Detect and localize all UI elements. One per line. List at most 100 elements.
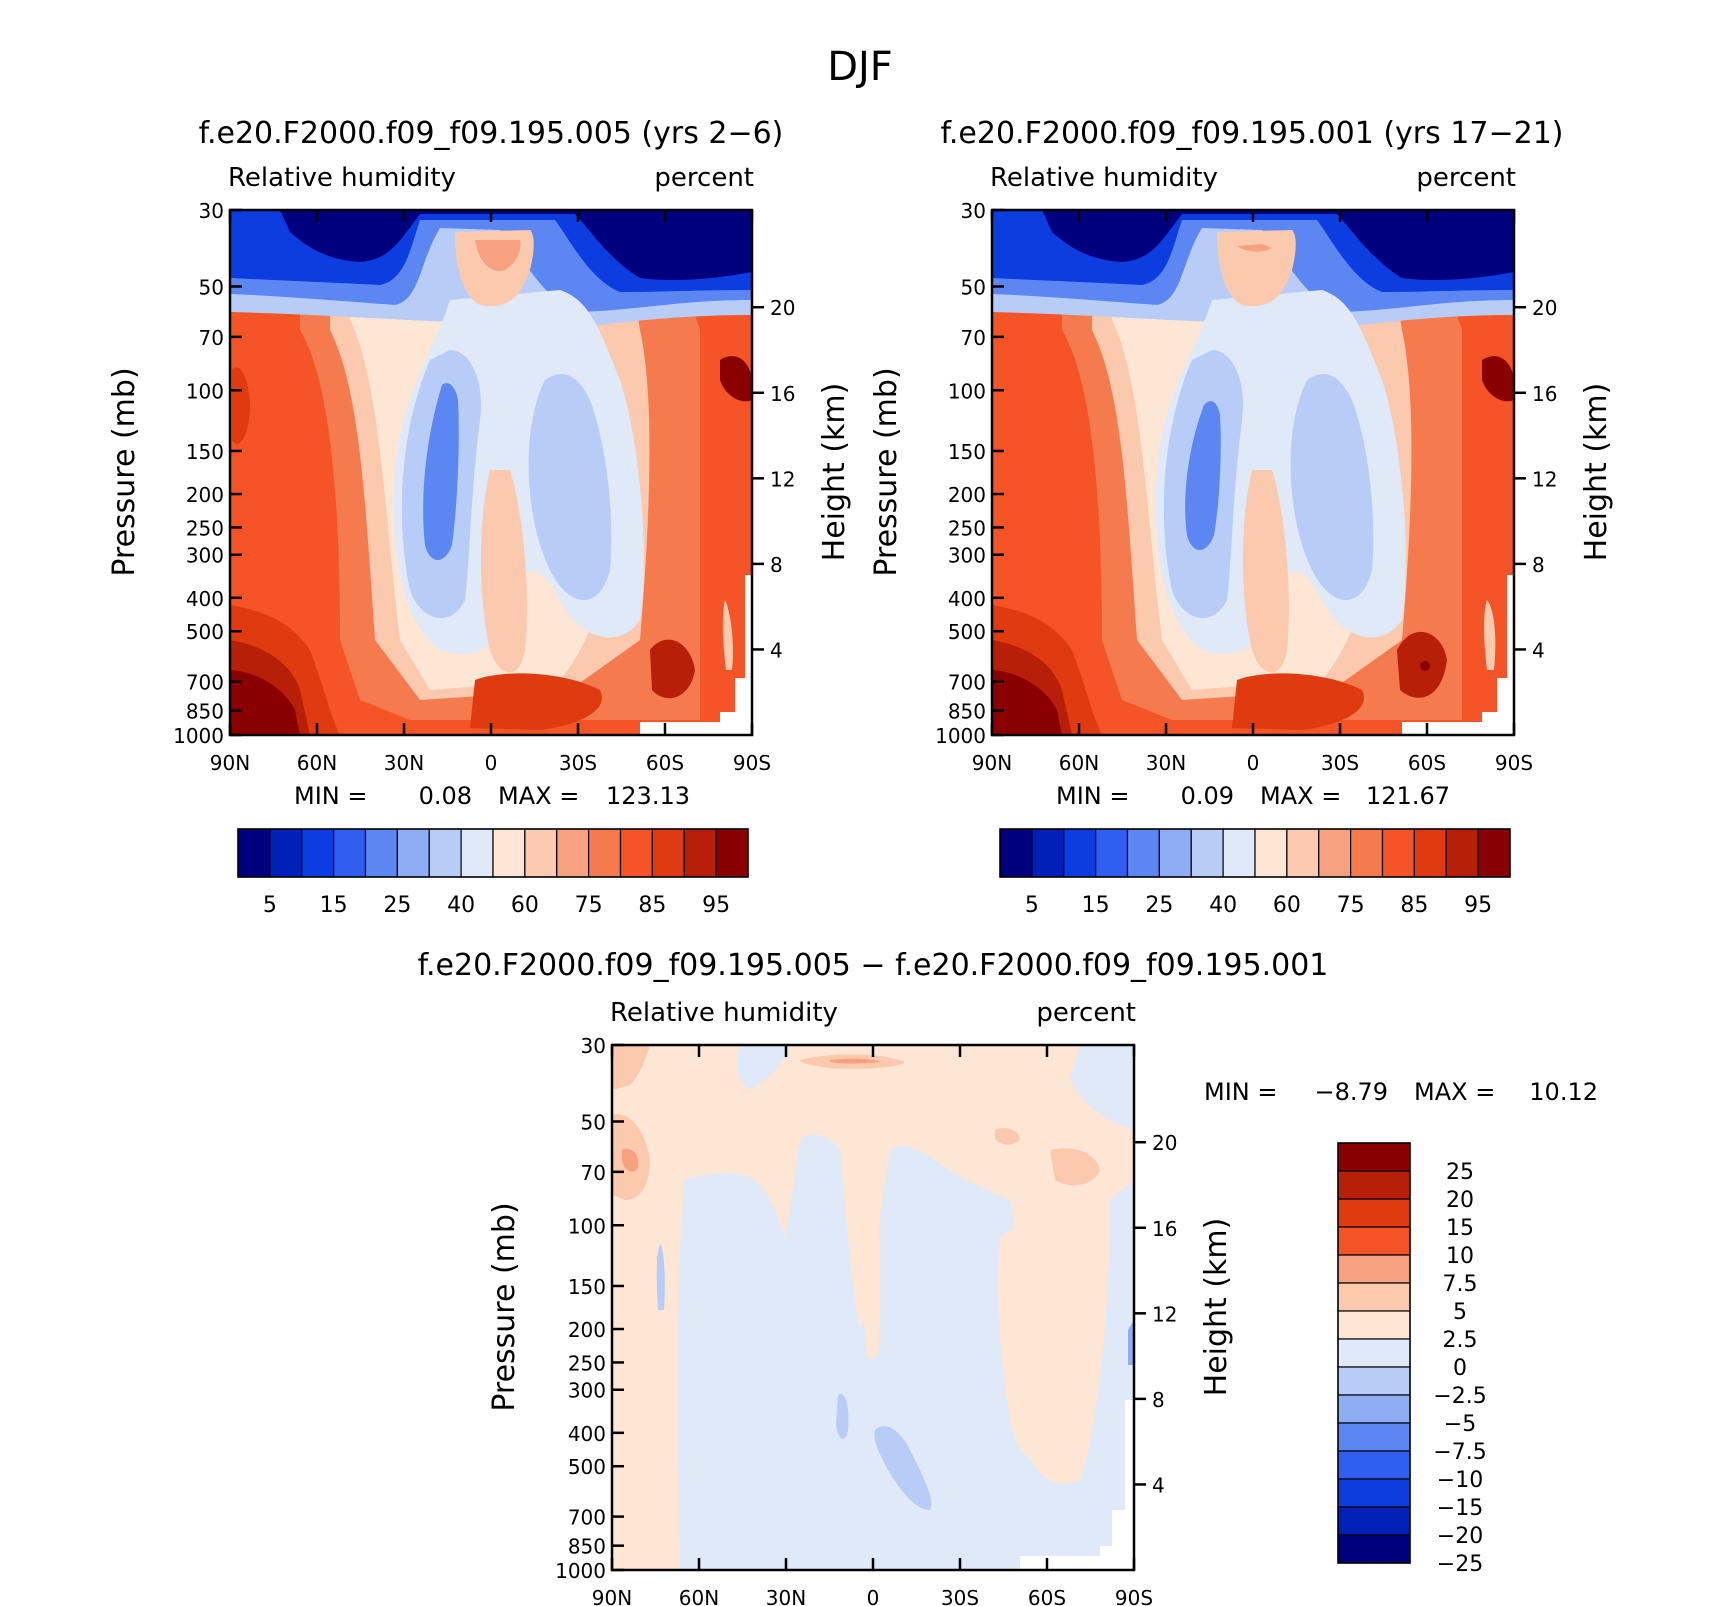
panel-3-min-label: MIN = [1204, 1078, 1277, 1106]
panel-3-negative-upper-center [737, 1045, 790, 1090]
panel-2-x-axis: 90N 60N 30N 0 30S 60S 90S [972, 210, 1533, 775]
panel-2-tropopause-orange [1237, 244, 1272, 252]
panel-1-colorbar-swatch [619, 828, 653, 878]
panel-3-colorbar-swatch [1337, 1478, 1411, 1508]
panel-3-colorbar-label: −15 [1437, 1496, 1483, 1521]
panel-3-colorbar-label: 5 [1453, 1300, 1467, 1325]
panel-1-units-label: percent [654, 163, 754, 193]
panel-3-colorbar-swatch [1337, 1450, 1411, 1480]
panel-3-min-value: −8.79 [1314, 1078, 1388, 1106]
panel-3-y-tick-label: 100 [568, 1214, 606, 1238]
panel-3-negative-upper-right [1070, 1045, 1134, 1130]
panel-3-colorbar-label: −2.5 [1433, 1384, 1486, 1409]
panel-3-north-pos-3 [622, 1148, 639, 1172]
panel-2-contour-field [992, 210, 1514, 735]
panel-2-x-tick-label: 90N [972, 751, 1012, 775]
panel-3-colorbar-swatch [1337, 1534, 1411, 1564]
panel-1-variable-label: Relative humidity [228, 163, 456, 193]
panel-3-x-tick-label: 0 [867, 1586, 880, 1606]
panel-1-center-blue-right [528, 374, 612, 600]
panel-1-missing-data-lower [640, 575, 752, 735]
panel-2-colorbar-swatch [1381, 828, 1415, 878]
panel-2-equatorial-plume [1243, 470, 1289, 673]
panel-1-x-tick-label: 90N [210, 751, 250, 775]
panel-3-colorbar-swatch [1337, 1142, 1411, 1172]
panel-3-colorbar-swatch [1337, 1394, 1411, 1424]
panel-1-min-label: MIN = [294, 782, 367, 810]
panel-1-x-axis: 90N 60N 30N 0 30S 60S 90S [210, 210, 771, 775]
panel-1-x-tick-label: 60N [297, 751, 337, 775]
panel-2-x-tick-label: 0 [1247, 751, 1260, 775]
panel-1-y-tick-label: 1000 [173, 724, 224, 748]
panel-3-colorbar: 25 20 15 10 7.5 5 2.5 0 −2.5 −5 −7.5 −10 −15 −20 −25 [1337, 1142, 1487, 1577]
panel-3-x-tick-label: 60S [1028, 1586, 1066, 1606]
panel-2-colorbar-label: 15 [1082, 893, 1110, 918]
panel-1-stats: MIN = 0.08 MAX = 123.13 [294, 782, 690, 810]
panel-2-y-tick-label: 400 [948, 587, 986, 611]
panel-2-bottom-red-center [1232, 673, 1364, 730]
panel-2-y-tick-label: 1000 [935, 724, 986, 748]
panel-1-y-tick-label: 70 [199, 326, 224, 350]
panel-1-colorbar-swatch [428, 828, 462, 878]
panel-2-x-tick-label: 60S [1408, 751, 1446, 775]
panel-3-x-tick-label: 30S [941, 1586, 979, 1606]
panel-1-colorbar-label: 60 [511, 893, 539, 918]
panel-3-colorbar-label: 7.5 [1443, 1272, 1478, 1297]
panel-3-stats: MIN = −8.79 MAX = 10.12 [1204, 1078, 1598, 1106]
panel-3-missing-data-lower [1020, 1400, 1134, 1570]
panel-3-colorbar-label: −7.5 [1433, 1440, 1486, 1465]
panel-2-south-polar-streak [1484, 600, 1496, 670]
panel-1-x-tick-label: 30S [559, 751, 597, 775]
panel-3-colorbar-swatch [1337, 1338, 1411, 1368]
panel-3-y-tick-label: 150 [568, 1275, 606, 1299]
panel-3-x-tick-label: 60N [679, 1586, 719, 1606]
panel-3-colorbar-label: 15 [1446, 1216, 1474, 1241]
panel-3-colorbar-label: 0 [1453, 1356, 1467, 1381]
panel-3-y-tick-label: 300 [568, 1379, 606, 1403]
panel-1-colorbar-swatch [301, 828, 335, 878]
panel-1-y-tick-label: 30 [199, 199, 224, 223]
panel-2-colorbar-swatch [999, 828, 1033, 878]
panel-3-x-tick-label: 90N [592, 1586, 632, 1606]
panel-1-height-tick-label: 8 [770, 553, 783, 577]
panel-2-min-label: MIN = [1056, 782, 1129, 810]
panel-2-colorbar-swatch [1126, 828, 1160, 878]
panel-2-height-axis-label: Height (km) [1579, 383, 1614, 562]
panel-3-colorbar-swatch [1337, 1170, 1411, 1200]
panel-1-colorbar-frame [237, 828, 749, 878]
panel-3-positive-equator-strip [860, 1160, 881, 1360]
panel-3-contour-field [612, 1045, 1134, 1570]
panel-1-height-axis-label: Height (km) [817, 383, 852, 562]
panel-2-colorbar-swatch [1158, 828, 1192, 878]
panel-3-upper-pos-bar-inner [830, 1058, 880, 1064]
panel-2-colorbar-swatch [1222, 828, 1256, 878]
panel-3-colorbar-label: −20 [1437, 1524, 1483, 1549]
panel-3-colorbar-label: 25 [1446, 1160, 1474, 1185]
panel-2-max-label: MAX = [1260, 782, 1341, 810]
panel-1-max-label: MAX = [498, 782, 579, 810]
panel-1-y-axis-label: Pressure (mb) [107, 367, 142, 576]
panel-3-variable-label: Relative humidity [610, 998, 838, 1028]
panel-2-height-tick-label: 20 [1532, 296, 1557, 320]
panel-1-bottom-maroon-left [230, 670, 300, 735]
panel-3-upper-pos-right-2 [1050, 1148, 1100, 1186]
panel-1-title: f.e20.F2000.f09_f09.195.005 (yrs 2−6) [199, 116, 784, 151]
panel-1-y-tick-label: 250 [186, 516, 224, 540]
panel-1-y-tick-label: 150 [186, 440, 224, 464]
panel-1-colorbar-swatch [364, 828, 398, 878]
panel-1-colorbar-label: 15 [320, 893, 348, 918]
panel-2-upper-blue-4 [1042, 210, 1514, 280]
panel-3-colorbar-frame [1337, 1142, 1411, 1564]
panel-2-colorbar-label: 40 [1209, 893, 1237, 918]
panel-2-height-tick-label: 4 [1532, 638, 1545, 662]
panel-1-colorbar-swatch [396, 828, 430, 878]
panel-1-colorbar-swatch [333, 828, 367, 878]
panel-2-bottom-maroon-left [992, 670, 1062, 735]
panel-1-colorbar-swatch [524, 828, 558, 878]
panel-2-height-axis: 20 16 12 8 4 [1514, 296, 1557, 662]
panel-1-colorbar-swatch [492, 828, 526, 878]
panel-1-south-dark [650, 639, 695, 699]
panel-3-y-tick-label: 200 [568, 1318, 606, 1342]
